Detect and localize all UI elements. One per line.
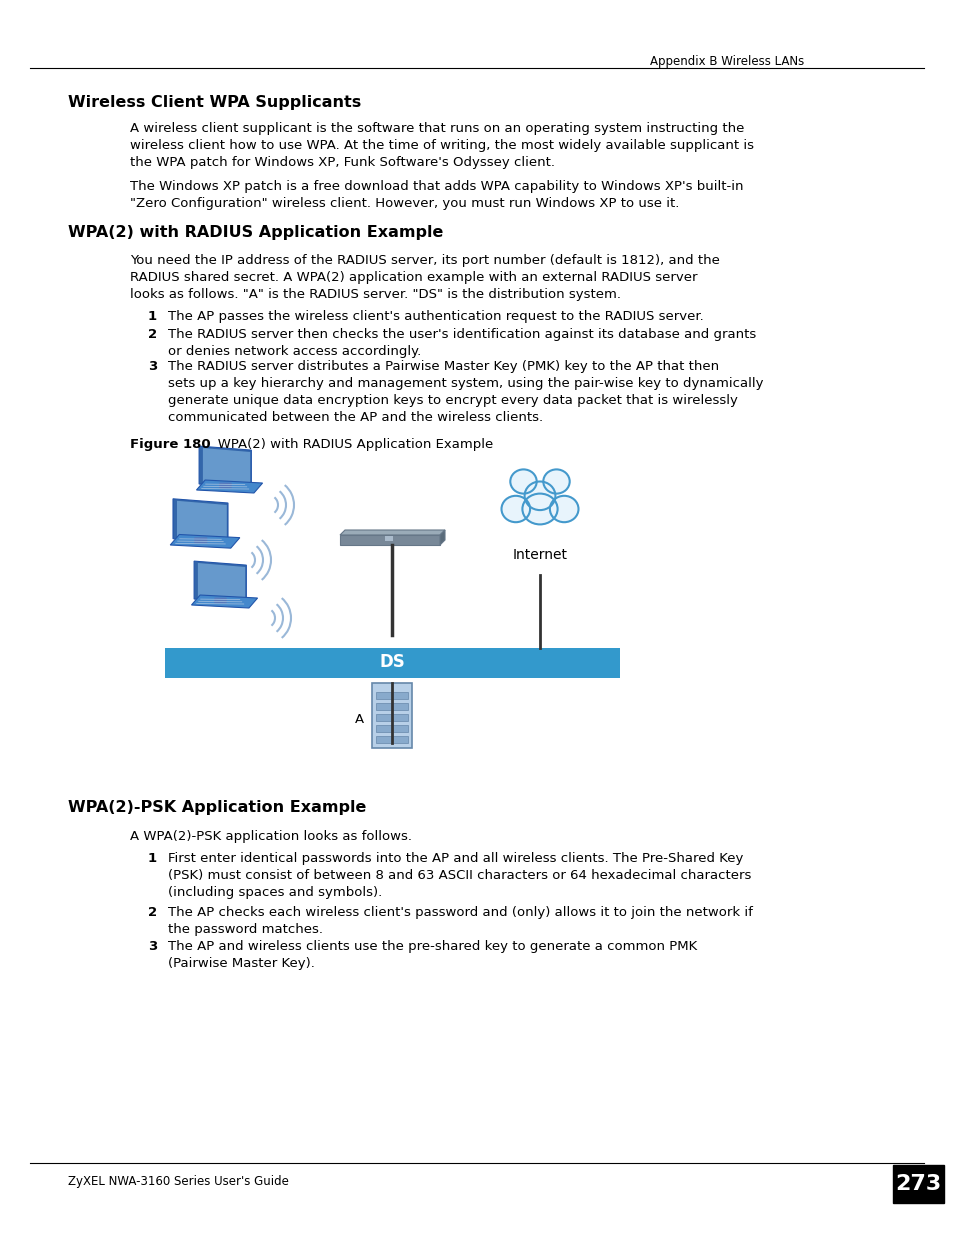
FancyBboxPatch shape [214,598,227,604]
FancyBboxPatch shape [376,725,408,732]
Text: 3: 3 [148,940,157,953]
FancyBboxPatch shape [372,683,412,748]
Polygon shape [439,530,444,545]
Text: Appendix B Wireless LANs: Appendix B Wireless LANs [649,56,803,68]
Text: Wireless Client WPA Supplicants: Wireless Client WPA Supplicants [68,95,361,110]
FancyBboxPatch shape [376,736,408,743]
Polygon shape [203,448,250,487]
Ellipse shape [524,482,555,510]
Ellipse shape [510,469,537,494]
Polygon shape [170,535,239,548]
FancyBboxPatch shape [892,1165,943,1203]
Text: A WPA(2)-PSK application looks as follows.: A WPA(2)-PSK application looks as follow… [130,830,412,844]
FancyBboxPatch shape [376,714,408,721]
Polygon shape [193,561,246,603]
Text: WPA(2) with RADIUS Application Example: WPA(2) with RADIUS Application Example [205,438,493,451]
Polygon shape [196,480,262,493]
Polygon shape [199,446,251,488]
Text: You need the IP address of the RADIUS server, its port number (default is 1812),: You need the IP address of the RADIUS se… [130,254,720,301]
Text: 2: 2 [148,906,157,919]
Polygon shape [197,563,245,601]
FancyBboxPatch shape [194,537,207,543]
Text: Figure 180: Figure 180 [130,438,211,451]
FancyBboxPatch shape [165,648,619,678]
Ellipse shape [522,494,557,525]
Text: 1: 1 [148,852,157,864]
Text: The AP checks each wireless client's password and (only) allows it to join the n: The AP checks each wireless client's pas… [168,906,752,936]
Polygon shape [339,535,439,545]
FancyBboxPatch shape [376,692,408,699]
Text: The AP passes the wireless client's authentication request to the RADIUS server.: The AP passes the wireless client's auth… [168,310,703,324]
Polygon shape [172,499,228,543]
FancyBboxPatch shape [376,703,408,710]
FancyBboxPatch shape [219,483,232,488]
Text: WPA(2) with RADIUS Application Example: WPA(2) with RADIUS Application Example [68,225,443,240]
Polygon shape [177,501,227,541]
Text: A wireless client supplicant is the software that runs on an operating system in: A wireless client supplicant is the soft… [130,122,753,169]
Ellipse shape [501,495,530,522]
Text: The RADIUS server distributes a Pairwise Master Key (PMK) key to the AP that the: The RADIUS server distributes a Pairwise… [168,359,762,424]
Text: Internet: Internet [512,548,567,562]
Ellipse shape [549,495,578,522]
Text: DS: DS [379,653,405,671]
Text: 1: 1 [148,310,157,324]
FancyBboxPatch shape [385,536,393,541]
Text: WPA(2)-PSK Application Example: WPA(2)-PSK Application Example [68,800,366,815]
Text: 3: 3 [148,359,157,373]
Polygon shape [339,530,444,535]
Text: 2: 2 [148,329,157,341]
Text: 273: 273 [895,1174,941,1194]
Text: A: A [355,713,363,726]
Text: The AP and wireless clients use the pre-shared key to generate a common PMK
(Pai: The AP and wireless clients use the pre-… [168,940,697,969]
Ellipse shape [542,469,569,494]
Text: The Windows XP patch is a free download that adds WPA capability to Windows XP's: The Windows XP patch is a free download … [130,180,742,210]
Text: The RADIUS server then checks the user's identification against its database and: The RADIUS server then checks the user's… [168,329,756,358]
Text: ZyXEL NWA-3160 Series User's Guide: ZyXEL NWA-3160 Series User's Guide [68,1174,289,1188]
Text: First enter identical passwords into the AP and all wireless clients. The Pre-Sh: First enter identical passwords into the… [168,852,751,899]
Polygon shape [192,595,257,608]
